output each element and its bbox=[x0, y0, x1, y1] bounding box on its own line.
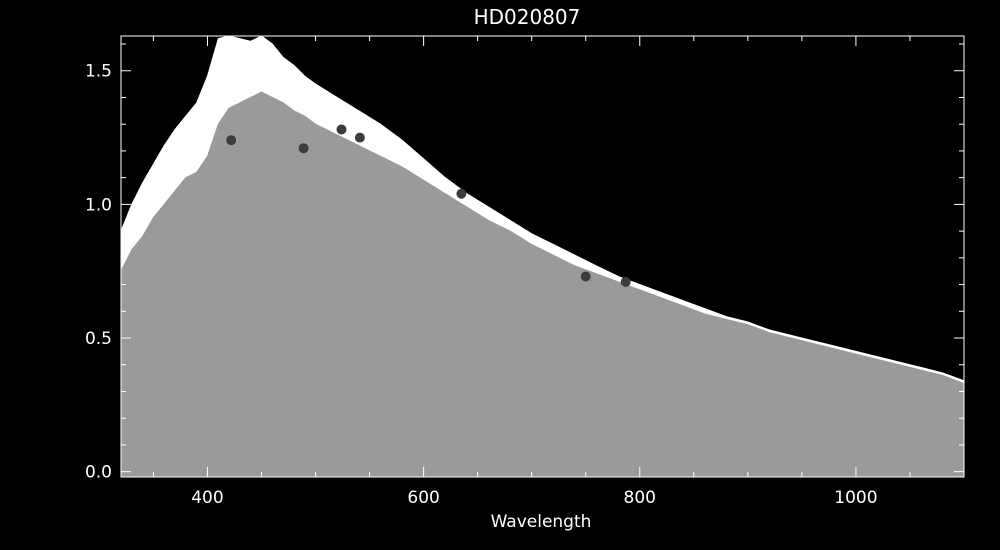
photometry-point bbox=[226, 135, 237, 146]
photometry-point bbox=[298, 143, 309, 154]
photometry-point bbox=[354, 132, 365, 143]
x-axis-title: Wavelength bbox=[491, 512, 592, 532]
x-tick-label: 600 bbox=[407, 488, 439, 508]
x-tick-label: 800 bbox=[624, 488, 656, 508]
tick-labels: 400 600 800 1000 0.0 0.5 1.0 1.5 bbox=[85, 62, 878, 508]
y-tick-label: 1.0 bbox=[85, 195, 112, 215]
photometry-point bbox=[580, 271, 591, 282]
series-layer bbox=[121, 36, 964, 477]
photometry-points bbox=[226, 124, 631, 287]
y-tick-label: 0.0 bbox=[85, 463, 112, 483]
plot-frame bbox=[120, 35, 965, 478]
photometry-point bbox=[336, 124, 347, 135]
y-tick-label: 1.5 bbox=[85, 62, 112, 82]
chart-title: HD020807 bbox=[474, 5, 581, 29]
x-tick-label: 400 bbox=[191, 488, 223, 508]
photometry-point bbox=[456, 188, 467, 199]
y-tick-label: 0.5 bbox=[85, 329, 112, 349]
x-tick-label: 1000 bbox=[834, 488, 877, 508]
axis-ticks bbox=[121, 36, 965, 477]
spectrum-series-2 bbox=[121, 91, 964, 477]
photometry-point bbox=[620, 276, 631, 287]
